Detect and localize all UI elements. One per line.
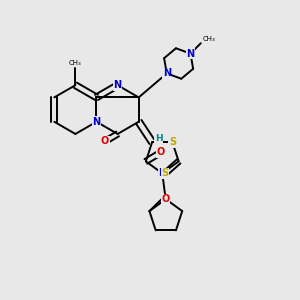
Text: H: H: [155, 134, 163, 143]
Text: N: N: [158, 168, 166, 178]
Text: CH₃: CH₃: [202, 36, 215, 42]
Text: N: N: [113, 80, 122, 90]
Text: S: S: [162, 168, 169, 178]
Text: CH₃: CH₃: [69, 60, 82, 66]
Text: S: S: [169, 137, 176, 147]
Text: N: N: [163, 68, 171, 78]
Text: N: N: [186, 49, 194, 58]
Text: O: O: [157, 148, 165, 158]
Text: O: O: [162, 194, 170, 204]
Text: O: O: [101, 136, 109, 146]
Text: N: N: [92, 117, 101, 127]
